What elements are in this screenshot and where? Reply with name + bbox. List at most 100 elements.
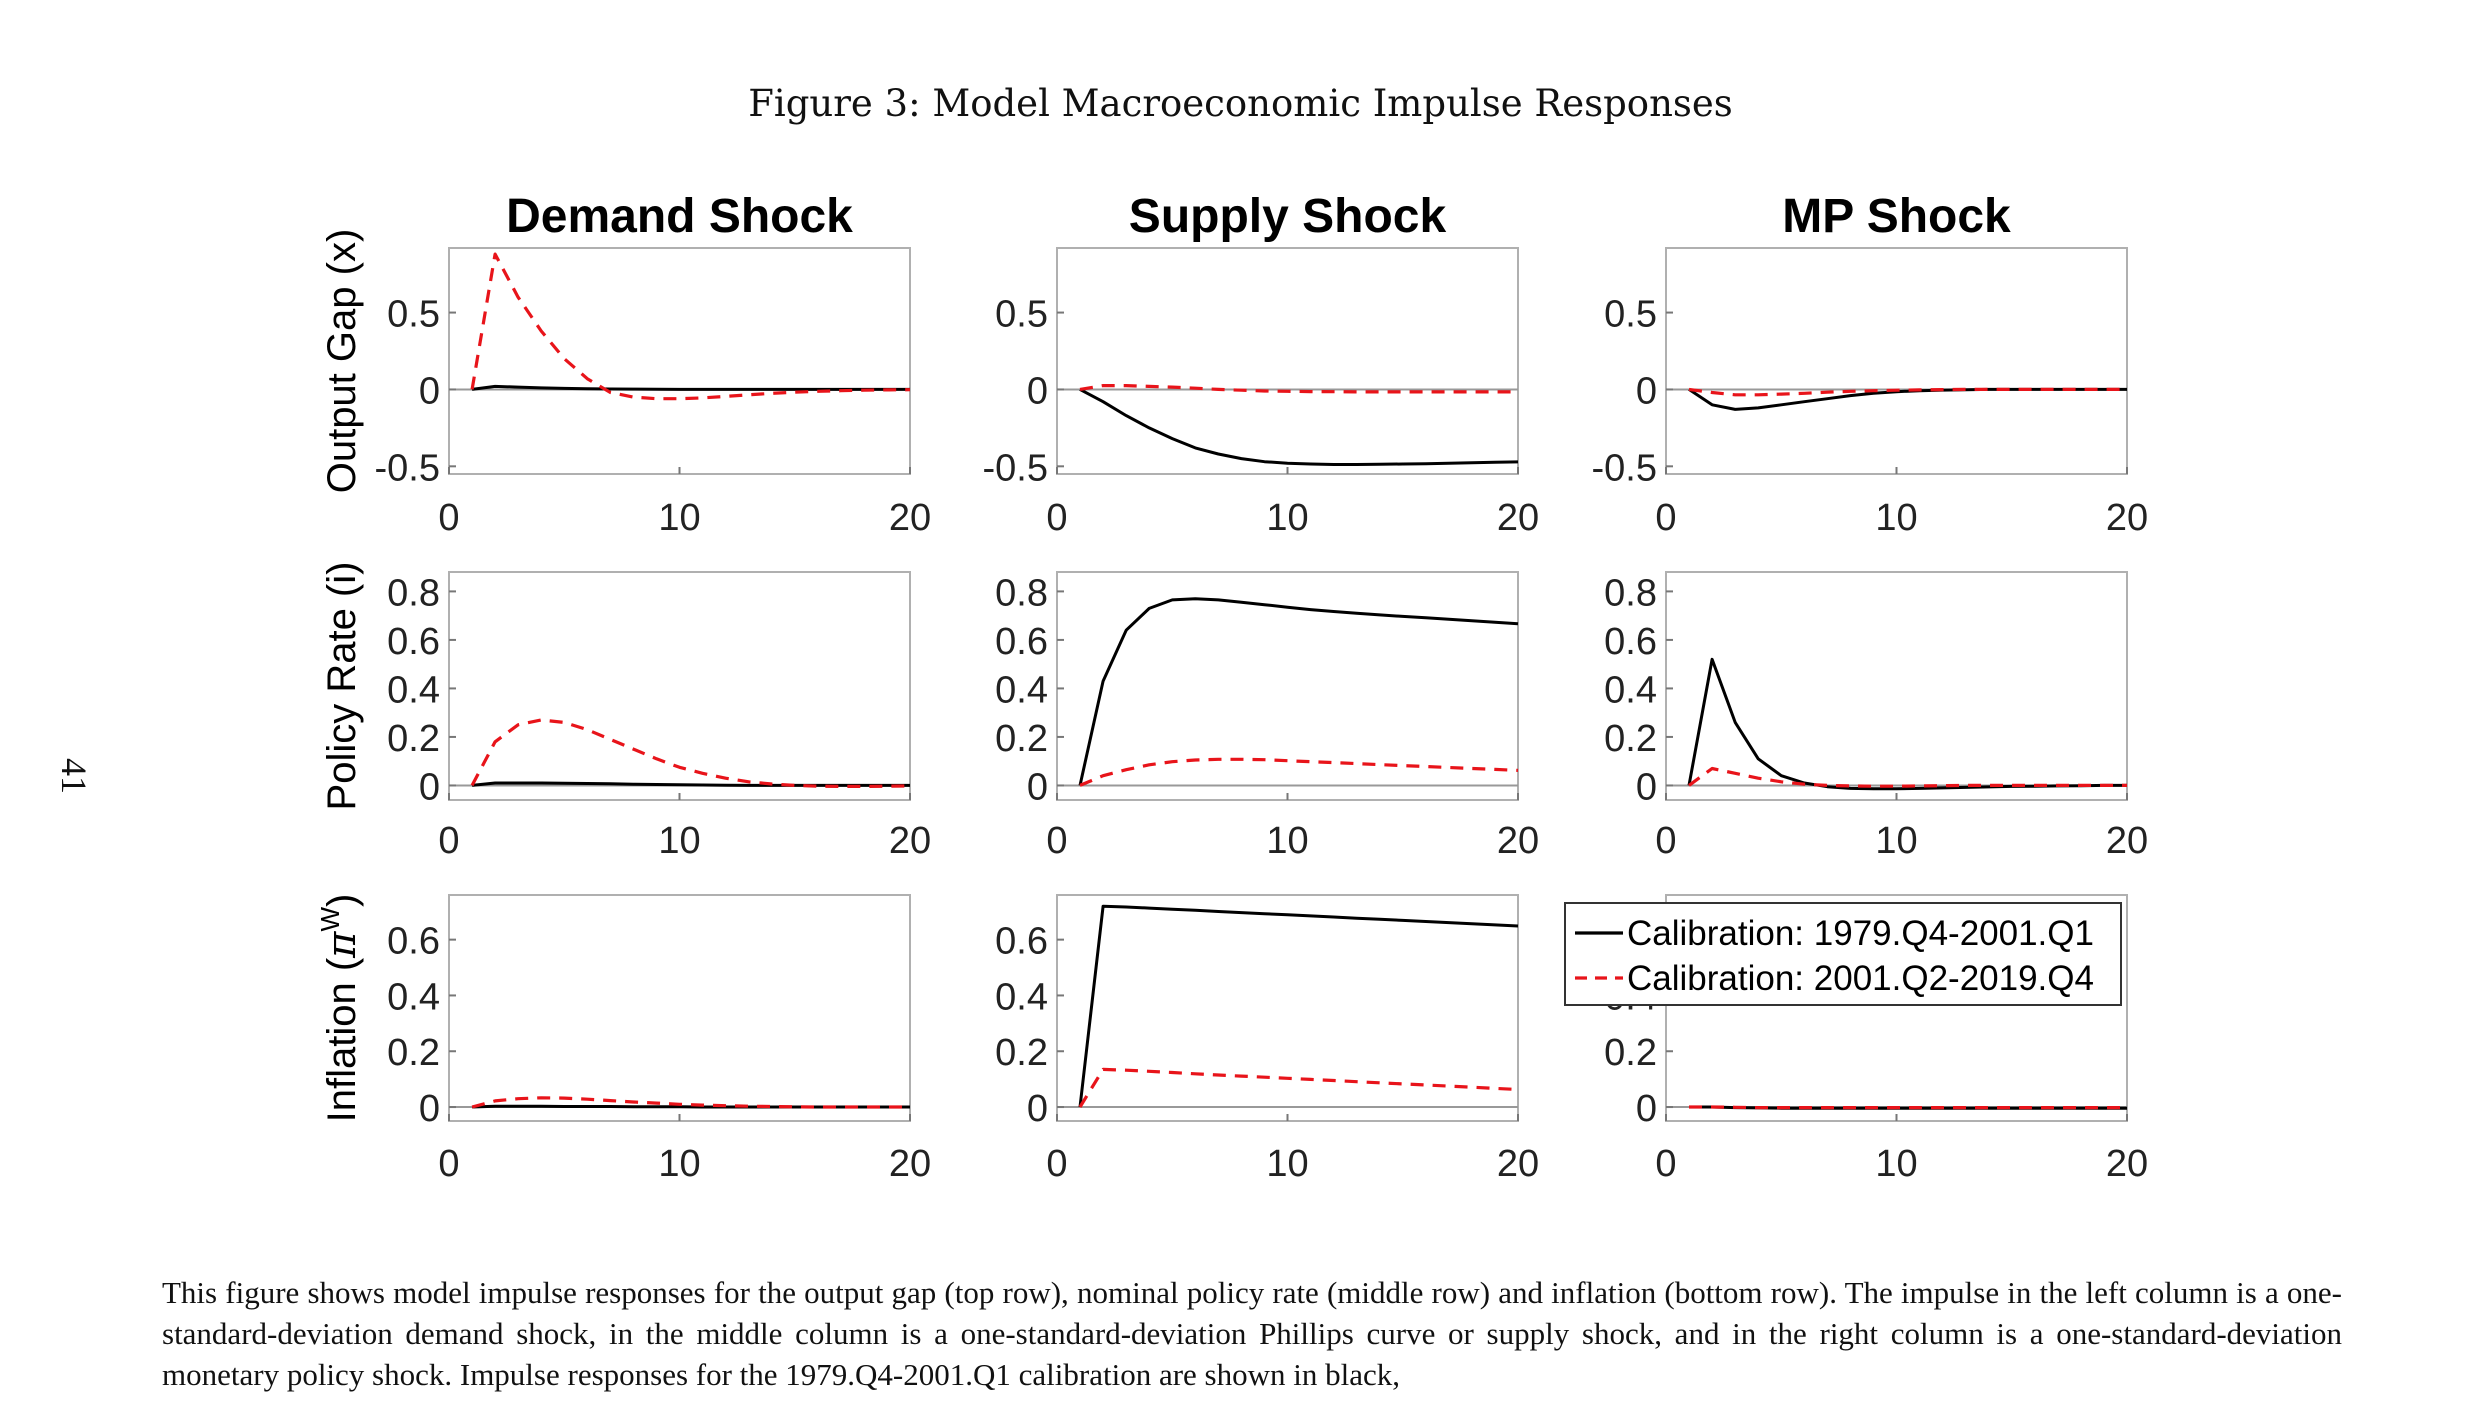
series-1979-2001-line: [1078, 904, 1519, 1108]
series-2001-2019-line: [1079, 384, 1518, 394]
panel-2-1: 0.6 0.4 0.2 0 0 10 20: [995, 894, 1539, 1185]
row-labels: Output Gap (x) Policy Rate (i) Inflation (…: [315, 229, 365, 1123]
figure-caption: This figure shows model impulse response…: [162, 1275, 2342, 1392]
legend: Calibration: 1979.Q4-2001.Q1 Calibration:…: [1564, 902, 2122, 1006]
y-tick-label: 0.2: [1604, 1032, 1657, 1074]
y-tick-label: 0.6: [387, 921, 440, 963]
x-tick-label: 10: [1266, 820, 1308, 862]
series-2001-2019-line: [470, 252, 911, 401]
y-tick-label: 0.2: [1604, 718, 1657, 760]
x-tick-label: 20: [2106, 497, 2148, 539]
y-tick-label: 0.6: [995, 921, 1048, 963]
y-tick-label: 0.2: [387, 1032, 440, 1074]
y-tick-label: 0.2: [387, 718, 440, 760]
series-1979-2001-line: [1688, 387, 2127, 411]
panel-2-0: 0.6 0.4 0.2 0 0 10 20: [387, 894, 931, 1185]
x-tick-label: 10: [658, 1143, 700, 1185]
y-tick-label: 0: [1027, 766, 1048, 808]
x-tick-label: 20: [2106, 820, 2148, 862]
x-tick-label: 0: [1046, 820, 1067, 862]
series-2001-2019-line: [1688, 766, 2127, 788]
y-tick-label: 0.8: [995, 572, 1048, 614]
y-tick-label: 0: [1027, 1088, 1048, 1130]
x-tick-label: 20: [889, 1143, 931, 1185]
y-tick-label: 0.6: [387, 621, 440, 663]
series-1979-2001-line: [1079, 388, 1519, 466]
plot-frame: [448, 571, 911, 801]
series-2001-2019-line: [1079, 757, 1519, 787]
plot-frame: [448, 894, 911, 1122]
y-tick-label: 0.4: [995, 669, 1048, 711]
plot-frame: [1665, 247, 2128, 475]
x-tick-label: 0: [438, 497, 459, 539]
column-title-2: MP Shock: [1782, 190, 2011, 243]
row-label-0: Output Gap (x): [320, 229, 364, 494]
x-tick-label: 10: [1266, 1143, 1308, 1185]
series-1979-2001-line: [1689, 1105, 2127, 1110]
legend-entry-0: Calibration: 1979.Q4-2001.Q1: [1627, 914, 2094, 953]
inflation-superscript: W: [315, 907, 345, 932]
y-tick-label: 0.5: [995, 294, 1048, 336]
y-tick-label: 0: [1636, 1088, 1657, 1130]
x-tick-label: 20: [1497, 820, 1539, 862]
x-tick-label: 20: [889, 820, 931, 862]
x-tick-label: 20: [1497, 497, 1539, 539]
y-tick-label: 0: [419, 766, 440, 808]
y-tick-label: 0: [419, 1088, 440, 1130]
y-tick-label: 0.4: [995, 976, 1048, 1018]
panel-0-0: 0.5 0 -0.5 0 10 20: [375, 247, 931, 539]
y-tick-label: 0.5: [387, 294, 440, 336]
y-tick-label: 0.6: [1604, 621, 1657, 663]
column-title-1: Supply Shock: [1129, 190, 1447, 243]
plot-frame: [1056, 894, 1519, 1122]
y-tick-label: 0.8: [1604, 572, 1657, 614]
y-tick-label: 0.2: [995, 718, 1048, 760]
x-tick-label: 0: [1046, 1143, 1067, 1185]
plot-frame: [1056, 247, 1519, 475]
x-tick-label: 20: [2106, 1143, 2148, 1185]
panel-1-0: 0.8 0.6 0.4 0.2 0 0 10 20: [387, 571, 931, 862]
y-tick-label: -0.5: [1592, 447, 1657, 489]
y-tick-label: 0.4: [387, 976, 440, 1018]
panel-0-2: 0.5 0 -0.5 0 10 20: [1592, 247, 2148, 539]
x-tick-label: 0: [438, 820, 459, 862]
legend-entry-1: Calibration: 2001.Q2-2019.Q4: [1627, 959, 2094, 998]
x-tick-label: 0: [1655, 1143, 1676, 1185]
x-tick-label: 10: [658, 820, 700, 862]
x-tick-label: 20: [889, 497, 931, 539]
row-label-1: Policy Rate (i): [320, 562, 364, 811]
y-tick-label: -0.5: [375, 447, 440, 489]
legend-box: [1564, 902, 2122, 1006]
y-tick-label: 0.6: [995, 621, 1048, 663]
series-2001-2019-line: [470, 718, 911, 789]
inflation-close-paren: ): [320, 894, 364, 907]
figure-title: Figure 3: Model Macroeconomic Impulse Re…: [748, 82, 1733, 125]
series-1979-2001-line: [471, 384, 910, 391]
panels-group: 0.50-0.50 10 200.50-0.50 10 200.50-0.50 10 200…: [375, 247, 2148, 1185]
y-tick-label: 0.4: [387, 669, 440, 711]
series-2001-2019-line: [1078, 1067, 1519, 1108]
series-2001-2019-line: [1688, 387, 2127, 397]
y-tick-label: 0.2: [995, 1032, 1048, 1074]
column-title-0: Demand Shock: [506, 190, 853, 243]
y-tick-label: 0.5: [1604, 294, 1657, 336]
inflation-symbol: π: [319, 931, 365, 959]
series-1979-2001-line: [1687, 657, 2127, 791]
x-tick-label: 10: [658, 497, 700, 539]
x-tick-label: 0: [1046, 497, 1067, 539]
x-tick-label: 0: [1655, 497, 1676, 539]
y-tick-label: 0: [1027, 370, 1048, 412]
x-tick-label: 10: [1266, 497, 1308, 539]
y-tick-label: 0: [1636, 370, 1657, 412]
column-titles: Demand Shock Supply Shock MP Shock: [506, 190, 2011, 243]
series-1979-2001-line: [472, 1104, 910, 1109]
x-tick-label: 10: [1875, 497, 1917, 539]
x-tick-label: 0: [1655, 820, 1676, 862]
x-tick-label: 0: [438, 1143, 459, 1185]
row-label-2: Inflation (πW): [315, 894, 365, 1123]
series-2001-2019-line: [471, 1096, 910, 1109]
y-tick-label: 0: [1636, 766, 1657, 808]
panel-1-1: 0.8 0.6 0.4 0.2 0 0 10 20: [995, 571, 1539, 862]
